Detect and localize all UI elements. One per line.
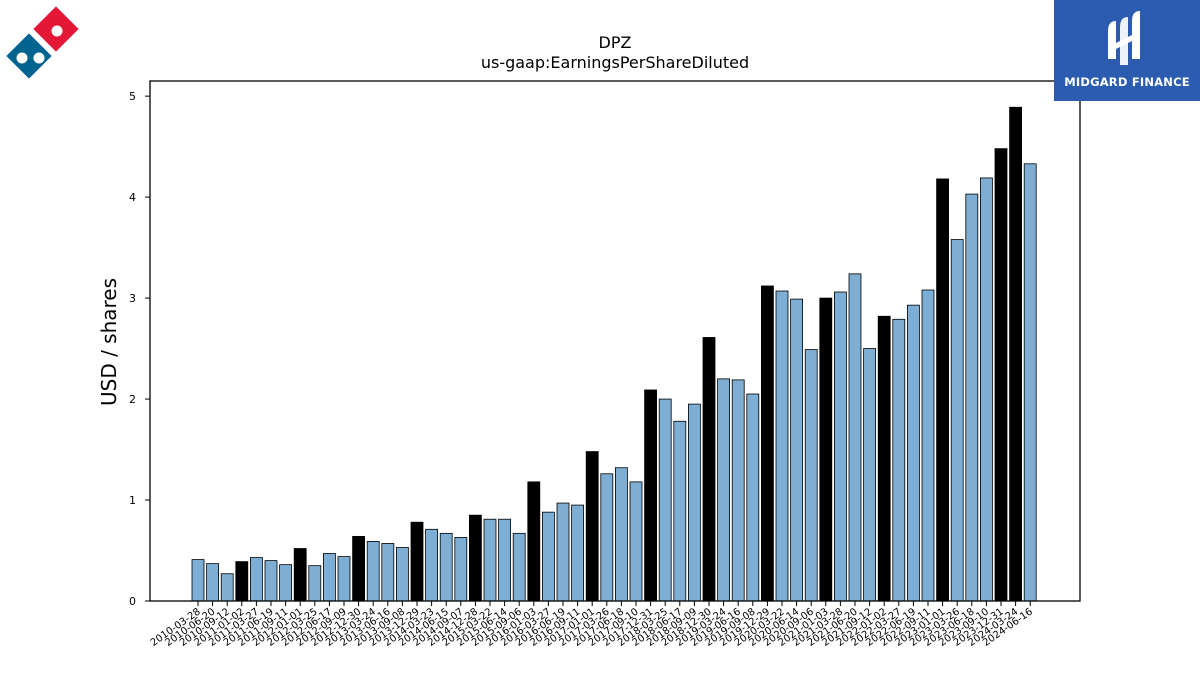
bar-2012-06-17 [322,553,336,602]
bar-2021-09-12 [863,348,876,602]
bar-2021-06-20 [848,273,862,602]
bar-2023-06-18 [965,193,979,602]
bar-2017-12-31 [644,389,657,602]
bar-2022-09-11 [921,289,935,602]
bar-2016-01-03 [527,481,541,602]
y-tick-label: 4 [129,191,136,204]
chart-subtitle: us-gaap:EarningsPerShareDiluted [481,53,749,72]
bar-2013-06-16 [381,543,395,602]
bar-2018-09-09 [688,403,701,602]
bar-2018-03-25 [658,398,672,602]
bar-2012-12-30 [352,535,366,602]
bar-2012-09-09 [337,556,351,602]
bar-2013-09-08 [395,547,409,602]
midgard-brand-badge: MIDGARD FINANCE [1054,0,1200,101]
bar-2010-06-20 [206,563,220,602]
bar-2016-03-27 [542,511,555,602]
bar-2012-03-25 [308,565,322,602]
midgard-m-logo-icon [1102,9,1152,73]
bar-2015-09-06 [512,532,526,602]
bar-2018-12-30 [702,337,716,602]
brand-name: MIDGARD FINANCE [1064,75,1190,89]
bar-2011-09-11 [279,564,293,602]
y-tick-label: 1 [129,494,136,507]
y-axis-label: USD / shares [97,278,121,406]
bar-2021-03-28 [834,291,847,602]
bar-series [191,106,1037,602]
bar-2022-01-02 [877,315,891,602]
bar-2024-06-16 [1023,163,1037,602]
bar-2017-03-26 [600,473,614,602]
bar-2020-06-14 [790,298,803,602]
bar-2011-03-27 [249,557,263,602]
bar-2023-09-10 [980,177,993,602]
bar-2014-03-23 [425,528,439,602]
bar-2017-01-01 [585,451,599,602]
y-tick-label: 2 [129,393,136,406]
bar-2016-09-11 [571,504,584,602]
x-axis-ticks: 2010-03-282010-06-202010-09-122011-01-02… [149,601,1035,649]
y-tick-label: 5 [129,90,136,103]
bar-2023-03-26 [950,239,964,602]
plot-frame [149,80,1081,602]
bar-2017-06-18 [615,467,628,602]
bar-2023-12-31 [994,148,1008,602]
bar-2022-06-19 [907,304,920,602]
bar-2014-09-07 [454,536,468,602]
bar-2019-06-16 [731,379,745,602]
domino-logo-icon [3,3,84,84]
bar-2023-01-01 [936,178,949,602]
bar-2019-03-24 [717,378,730,602]
chart-title: DPZ [599,33,632,52]
y-tick-label: 0 [129,595,136,608]
y-axis-ticks: 0 1 2 3 4 5 [129,90,150,608]
bar-2018-06-17 [673,420,687,602]
bar-2014-12-28 [468,514,482,602]
bar-2010-03-28 [191,559,205,602]
bar-2019-12-29 [761,285,774,602]
bar-2022-03-27 [892,318,906,602]
bar-2021-01-03 [819,297,833,602]
bar-2013-12-29 [410,521,424,602]
bar-2011-01-02 [235,561,249,602]
y-tick-label: 3 [129,292,136,305]
bar-2010-09-12 [220,573,234,602]
bar-2015-03-22 [483,518,497,602]
bar-2012-01-01 [293,548,307,602]
bar-2013-03-24 [366,541,380,602]
bar-2016-06-19 [556,502,570,602]
bar-2014-06-15 [439,532,453,602]
bar-2020-03-22 [775,290,789,602]
bar-2011-06-19 [264,560,278,602]
bar-2019-09-08 [746,393,760,602]
bar-2015-06-14 [498,518,512,602]
bar-2024-03-24 [1009,106,1022,602]
bar-2017-09-10 [629,481,643,602]
bar-2020-09-06 [804,349,818,602]
